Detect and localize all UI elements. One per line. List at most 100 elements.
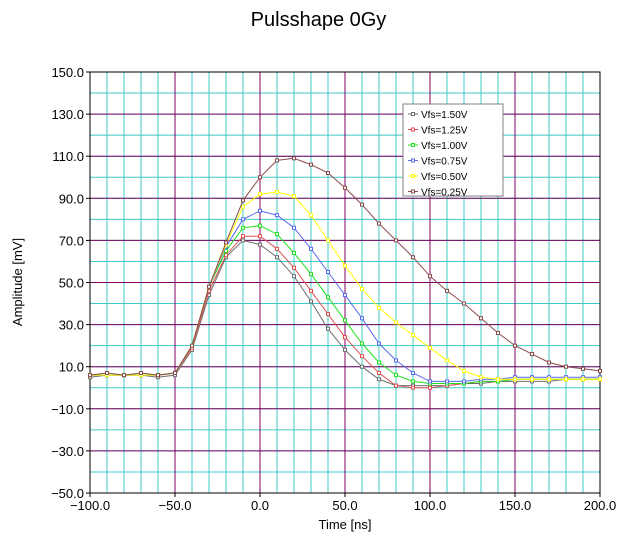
legend-label: Vfs=1.00V	[421, 141, 468, 152]
data-point	[462, 301, 466, 306]
data-point	[360, 341, 364, 346]
y-tick-label: −10.0	[51, 402, 84, 417]
data-point	[309, 213, 313, 218]
data-point	[411, 255, 415, 260]
data-point	[360, 316, 364, 321]
legend: Vfs=1.50V Vfs=1.25V Vfs=1.00V Vfs=0.75V Vfs=…	[402, 103, 504, 199]
data-point	[309, 162, 313, 167]
data-point	[224, 240, 228, 245]
data-point	[258, 175, 262, 180]
data-point	[258, 242, 262, 247]
data-point	[292, 265, 296, 270]
data-point	[275, 232, 279, 237]
data-point	[241, 204, 245, 209]
x-axis: −100.0 −50.0 0.0 50.0 100.0 150.0 200.0	[70, 493, 616, 513]
data-point	[360, 286, 364, 291]
data-point	[394, 373, 398, 378]
data-point	[479, 316, 483, 321]
data-point	[326, 269, 330, 274]
data-point	[343, 318, 347, 323]
data-point	[258, 208, 262, 213]
data-point	[496, 377, 500, 382]
data-point	[343, 185, 347, 190]
y-tick-label: 30.0	[59, 318, 84, 333]
data-point	[207, 284, 211, 289]
data-point	[241, 225, 245, 230]
data-point	[326, 312, 330, 317]
y-tick-label: 70.0	[59, 233, 84, 248]
series-layer	[88, 156, 602, 390]
data-point	[88, 373, 92, 378]
data-point	[275, 246, 279, 251]
data-point	[462, 368, 466, 373]
data-point	[479, 375, 483, 380]
data-point	[326, 326, 330, 331]
data-point	[377, 305, 381, 310]
data-point	[547, 360, 551, 365]
y-tick-label: 10.0	[59, 360, 84, 375]
legend-label: Vfs=1.50V	[421, 110, 468, 121]
data-point	[258, 234, 262, 239]
data-point	[394, 358, 398, 363]
data-point	[530, 377, 534, 382]
data-point	[598, 368, 602, 373]
data-point	[241, 238, 245, 243]
legend-swatch-marker	[411, 158, 415, 163]
x-tick-label: 0.0	[251, 498, 269, 513]
data-point	[190, 343, 194, 348]
data-point	[360, 354, 364, 359]
data-point	[394, 238, 398, 243]
data-point	[411, 371, 415, 376]
x-tick-label: 100.0	[414, 498, 447, 513]
data-point	[275, 158, 279, 163]
data-point	[377, 341, 381, 346]
data-point	[343, 293, 347, 298]
data-point	[428, 345, 432, 350]
legend-swatch-marker	[411, 189, 415, 194]
y-tick-label: −50.0	[51, 486, 84, 501]
data-point	[564, 377, 568, 382]
data-point	[292, 156, 296, 161]
data-point	[275, 255, 279, 260]
legend-swatch-marker	[411, 143, 415, 147]
data-point	[360, 364, 364, 369]
data-point	[445, 288, 449, 293]
data-point	[292, 225, 296, 230]
data-point	[343, 263, 347, 268]
y-tick-label: 130.0	[51, 107, 84, 122]
data-point	[309, 272, 313, 277]
series-6	[88, 156, 602, 378]
y-tick-label: 50.0	[59, 276, 84, 291]
data-point	[598, 377, 602, 382]
y-axis: 150.0 130.0 110.0 90.0 70.0 50.0 30.0 10.0 −10.0…	[51, 65, 90, 501]
y-tick-label: 110.0	[52, 149, 84, 164]
data-point	[326, 171, 330, 176]
data-point	[275, 213, 279, 218]
data-point	[173, 371, 177, 376]
data-point	[377, 360, 381, 365]
x-axis-label: Time [ns]	[319, 517, 372, 532]
data-point	[292, 274, 296, 279]
data-point	[241, 217, 245, 222]
data-point	[309, 288, 313, 293]
y-tick-label: 150.0	[51, 65, 84, 80]
data-point	[411, 333, 415, 338]
data-point	[428, 385, 432, 390]
data-point	[377, 221, 381, 226]
legend-label: Vfs=0.75V	[421, 157, 468, 168]
legend-swatch-marker	[411, 174, 415, 178]
data-point	[156, 373, 160, 378]
x-tick-label: −100.0	[70, 498, 110, 513]
data-point	[394, 320, 398, 325]
data-point	[428, 274, 432, 279]
data-point	[105, 371, 109, 376]
legend-label: Vfs=1.25V	[421, 126, 468, 137]
data-point	[581, 377, 585, 382]
data-point	[258, 192, 262, 197]
data-point	[445, 358, 449, 363]
data-point	[292, 194, 296, 199]
data-point	[275, 189, 279, 194]
data-point	[360, 202, 364, 207]
data-point	[122, 373, 126, 378]
